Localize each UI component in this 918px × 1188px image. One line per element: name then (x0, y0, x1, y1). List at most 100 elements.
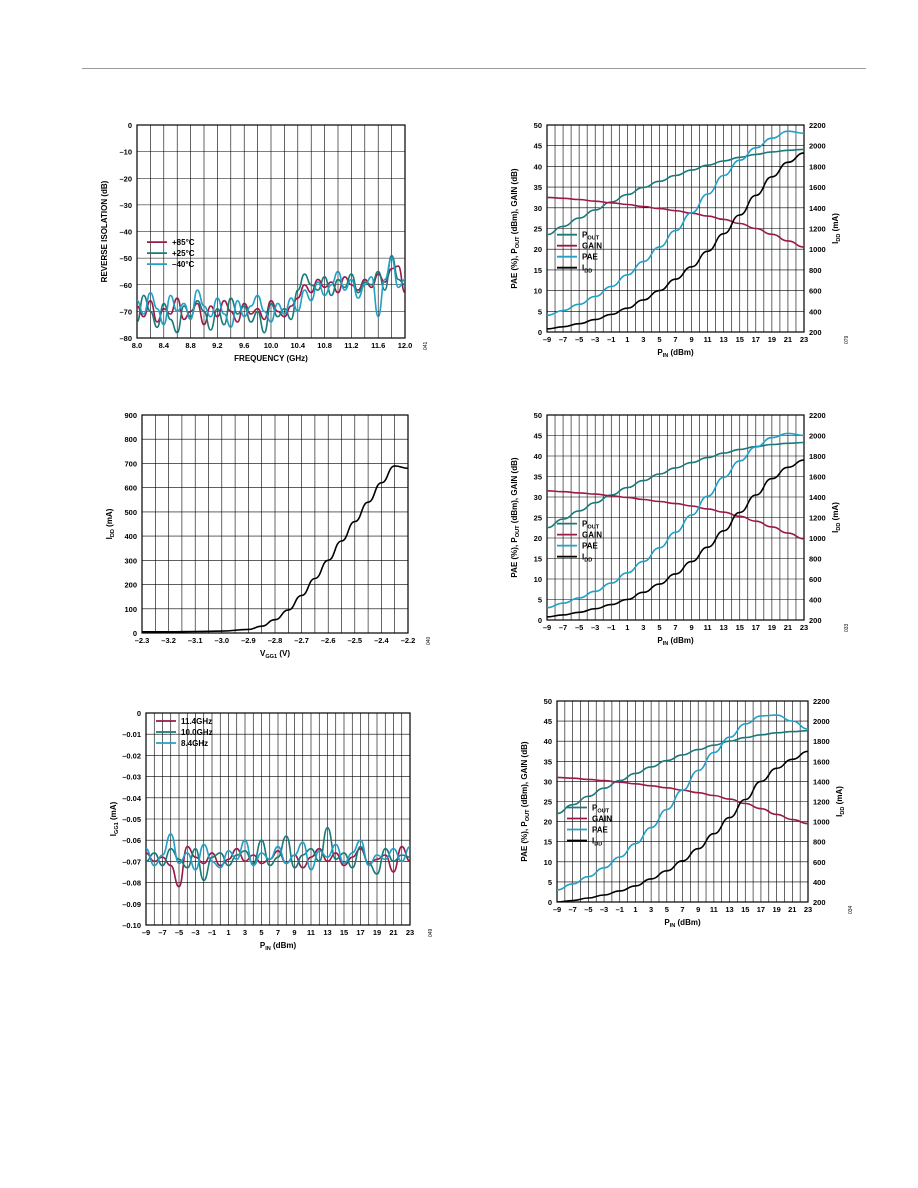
y-tick-label: 20 (534, 534, 542, 543)
y-tick-label: –0.09 (122, 900, 141, 909)
y-tick-label: 500 (124, 508, 137, 517)
legend-label: IDD (582, 553, 592, 564)
figure-id: 033 (844, 623, 850, 632)
y2-tick-label: 1400 (809, 204, 826, 213)
y2-axis-label: IDD (mA) (831, 213, 842, 244)
legend-label: 11.4GHz (181, 717, 212, 726)
y2-tick-label: 1600 (813, 757, 830, 766)
x-tick-label: –3 (600, 905, 608, 914)
series-line-pae (557, 714, 808, 891)
y2-tick-label: 1600 (809, 473, 826, 482)
page-header-rule (82, 68, 866, 69)
y2-tick-label: 2000 (809, 432, 826, 441)
y-tick-label: 0 (538, 616, 542, 625)
y-tick-label: 10 (544, 858, 552, 867)
y2-tick-label: 400 (813, 878, 826, 887)
x-tick-label: –9 (543, 335, 551, 344)
legend-label: 8.4GHz (181, 739, 208, 748)
x-tick-label: 19 (768, 335, 776, 344)
x-tick-label: 10.4 (290, 341, 305, 350)
series-line (142, 465, 408, 633)
x-tick-label: 21 (788, 905, 796, 914)
x-tick-label: –7 (158, 928, 166, 937)
x-axis-label: PIN (dBm) (657, 348, 694, 359)
y-tick-label: 10 (534, 287, 542, 296)
figure-id: 041 (423, 341, 429, 350)
x-tick-label: 10.8 (317, 341, 332, 350)
series-line-pout (547, 441, 804, 529)
x-tick-label: 11.2 (344, 341, 358, 350)
y-tick-label: 25 (534, 514, 542, 523)
x-tick-label: 5 (657, 335, 661, 344)
x-tick-label: 8.0 (132, 341, 142, 350)
y-tick-label: 50 (534, 411, 542, 420)
x-tick-label: –3.0 (214, 636, 229, 645)
y-tick-label: 300 (124, 556, 137, 565)
x-tick-label: 23 (800, 623, 808, 632)
x-tick-label: 1 (625, 335, 629, 344)
x-tick-label: 7 (276, 928, 280, 937)
x-axis-label: FREQUENCY (GHz) (234, 354, 308, 363)
y2-tick-label: 2200 (809, 411, 826, 420)
y-tick-label: 0 (137, 709, 141, 718)
y-tick-label: –0.05 (122, 815, 141, 824)
y2-tick-label: 2000 (813, 717, 830, 726)
y-axis-label: PAE (%), POUT (dBm), GAIN (dB) (510, 168, 521, 288)
x-tick-label: 5 (259, 928, 263, 937)
x-tick-label: 11 (704, 335, 712, 344)
x-tick-label: 11 (704, 623, 712, 632)
x-tick-label: 1 (625, 623, 629, 632)
x-tick-label: 17 (752, 335, 760, 344)
y2-tick-label: 800 (809, 555, 822, 564)
x-tick-label: 11.6 (371, 341, 385, 350)
y-axis-label: IGG1 (mA) (109, 801, 120, 836)
figure-id: 034 (848, 905, 854, 914)
y-tick-label: –60 (119, 281, 132, 290)
x-tick-label: –2.3 (135, 636, 150, 645)
x-tick-label: 3 (641, 623, 645, 632)
y-tick-label: 30 (534, 493, 542, 502)
y2-tick-label: 400 (809, 307, 822, 316)
legend-label: GAIN (582, 531, 602, 540)
y-axis-label: PAE (%), POUT (dBm), GAIN (dB) (510, 457, 521, 577)
y-tick-label: 0 (128, 121, 132, 130)
legend-label: 10.0GHz (181, 728, 213, 737)
y-tick-label: 800 (124, 435, 137, 444)
y-tick-label: 35 (534, 183, 542, 192)
x-tick-label: 9.2 (212, 341, 222, 350)
series-line-gain (547, 490, 804, 540)
x-axis-label: PIN (dBm) (657, 636, 694, 647)
legend-label: IDD (582, 264, 592, 275)
series-line-idd (547, 459, 804, 618)
x-tick-label: –5 (575, 335, 583, 344)
y-tick-label: 20 (534, 245, 542, 254)
x-tick-label: –2.9 (241, 636, 256, 645)
y-tick-label: –0.06 (122, 836, 141, 845)
x-tick-label: 13 (720, 335, 728, 344)
legend-label: PAE (582, 542, 599, 551)
y2-tick-label: 800 (813, 838, 826, 847)
x-tick-label: 9 (689, 335, 693, 344)
y2-tick-label: 800 (809, 266, 822, 275)
y2-tick-label: 2200 (813, 697, 830, 706)
x-tick-label: 3 (649, 905, 653, 914)
x-tick-label: –1 (616, 905, 624, 914)
x-tick-label: 23 (800, 335, 808, 344)
y2-tick-label: 1400 (809, 493, 826, 502)
x-tick-label: 1 (226, 928, 230, 937)
y-tick-label: –0.08 (122, 879, 141, 888)
y-tick-label: 10 (534, 575, 542, 584)
x-tick-label: 17 (752, 623, 760, 632)
y-tick-label: –50 (119, 254, 132, 263)
figure-id: 040 (426, 636, 432, 645)
x-tick-label: 19 (768, 623, 776, 632)
y-tick-label: 45 (544, 717, 552, 726)
x-tick-label: 15 (736, 335, 744, 344)
y-tick-label: –0.10 (122, 921, 141, 930)
y-axis-label: REVERSE ISOLATION (dB) (100, 180, 109, 282)
y-tick-label: 30 (544, 777, 552, 786)
x-tick-label: 12.0 (398, 341, 413, 350)
x-tick-label: –7 (559, 335, 567, 344)
y-tick-label: 15 (534, 266, 542, 275)
y-tick-label: –70 (119, 307, 132, 316)
